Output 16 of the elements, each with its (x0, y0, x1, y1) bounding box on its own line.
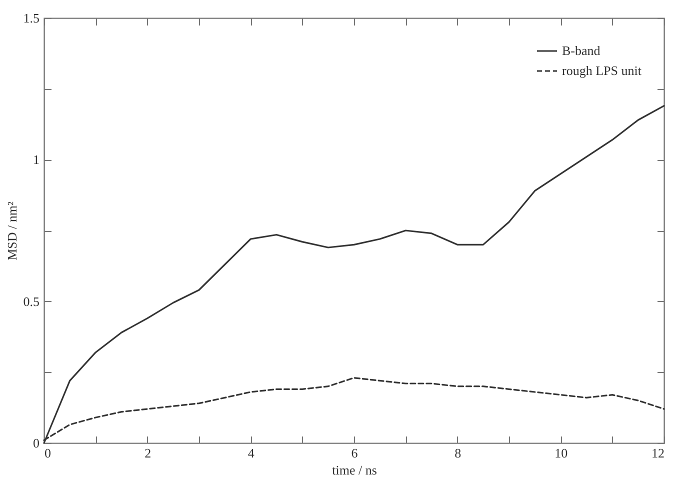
legend-label: B-band (562, 43, 601, 58)
y-tick-label: 1 (33, 152, 40, 168)
line-series (43, 105, 665, 444)
legend-label: rough LPS unit (562, 63, 642, 78)
x-tick-label: 4 (248, 446, 255, 460)
x-tick-label: 8 (454, 446, 462, 460)
y-tick-label: 0 (33, 436, 40, 450)
x-tick-label: 2 (144, 446, 152, 460)
y-tick-label: 0.5 (23, 294, 40, 309)
x-tick-label: 6 (351, 446, 358, 460)
x-axis-title: time / ns (332, 462, 377, 478)
x-tick-label: 10 (554, 446, 568, 460)
x-tick-label: 12 (652, 446, 664, 460)
y-axis-title: MSD / nm² (4, 202, 20, 260)
y-tick-label: 1.5 (23, 10, 40, 26)
x-tick-label: 0 (44, 446, 51, 460)
